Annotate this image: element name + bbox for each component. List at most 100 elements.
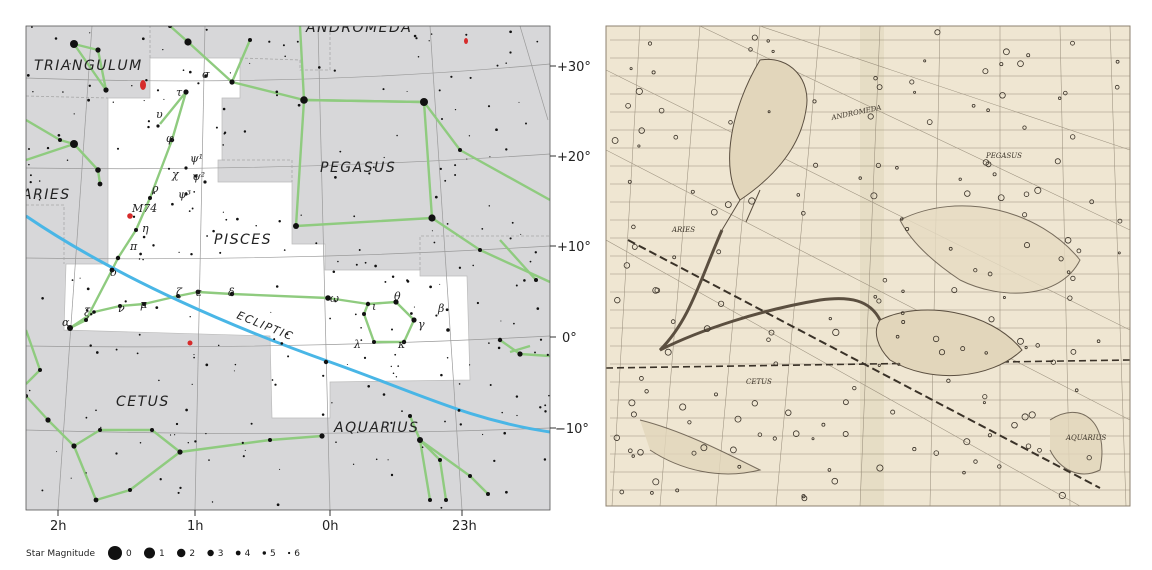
faint-star (454, 174, 457, 176)
star (109, 267, 115, 273)
legend-magnitude-dot (108, 546, 122, 560)
star (67, 325, 73, 331)
faint-star (116, 147, 120, 150)
engraved-star (973, 459, 978, 464)
faint-star (162, 48, 164, 51)
engraved-star (792, 430, 800, 437)
faint-star (28, 148, 30, 150)
star (134, 228, 138, 232)
faint-star (155, 306, 159, 309)
faint-star (368, 172, 371, 175)
engraved-star (901, 320, 906, 324)
faint-star (458, 383, 461, 385)
faint-star (539, 338, 543, 341)
faint-star (28, 389, 31, 392)
faint-star (29, 174, 32, 177)
engraved-star (873, 76, 878, 81)
label-omicron: ο (110, 266, 117, 279)
ngc-galaxy-marker (464, 38, 468, 44)
star-designations: σ τ υ φ ψ¹ χ ψ² ψ³ ρ η π ο ζ ε δ ω ι θ γ… (62, 68, 444, 351)
engraved-star (730, 446, 737, 454)
faint-star (337, 260, 339, 263)
star (517, 351, 523, 357)
legend-magnitude-label: 3 (218, 549, 224, 559)
engraved-star (876, 84, 883, 91)
faint-star (89, 344, 92, 347)
faint-star (505, 62, 507, 64)
faint-star (270, 311, 272, 313)
engraved-star (690, 189, 695, 194)
faint-star (509, 237, 512, 240)
faint-star (159, 478, 162, 481)
star (229, 79, 235, 85)
engraved-star (987, 271, 993, 277)
faint-star (445, 308, 449, 312)
label-psi1: ψ¹ (190, 152, 203, 165)
faint-star (322, 374, 325, 377)
engraved-star (982, 68, 989, 75)
faint-star (387, 459, 389, 461)
label-beta: β (437, 302, 444, 315)
legend-magnitude-dot (207, 549, 214, 557)
ra-label-0h: 0h (322, 519, 339, 534)
label-omega: ω (330, 292, 339, 305)
star (323, 359, 329, 365)
engraved-star (652, 287, 659, 294)
ngc-marker (187, 340, 193, 346)
faint-star (329, 317, 331, 320)
faint-star (187, 441, 190, 444)
faint-star (217, 344, 220, 347)
faint-star (85, 416, 88, 419)
faint-star (413, 306, 415, 308)
engraved-star (831, 477, 839, 485)
faint-star (139, 442, 142, 444)
faint-star (500, 320, 502, 322)
faint-star (241, 441, 244, 444)
star (38, 368, 42, 372)
label-iota: ι (372, 300, 376, 313)
engraved-star (997, 194, 1005, 202)
faint-star (352, 463, 355, 465)
engraved-star (714, 392, 718, 397)
faint-star (250, 422, 253, 425)
faint-star (169, 434, 172, 436)
faint-star (112, 101, 114, 103)
engraved-star (766, 337, 771, 342)
label-triangulum: TRIANGULUM (34, 58, 143, 74)
faint-star (89, 32, 91, 34)
faint-star (268, 40, 271, 43)
faint-star (163, 98, 165, 100)
star (458, 148, 462, 152)
faint-star (222, 107, 226, 111)
faint-star (332, 270, 336, 274)
engraved-star (1037, 447, 1042, 453)
engraved-star (1114, 84, 1120, 90)
engraved-star (631, 243, 638, 250)
dec-label-plus30: +30° (557, 60, 591, 75)
legend-magnitude-label: 2 (189, 549, 195, 559)
label-andromeda: ANDROMEDA (305, 20, 412, 36)
legend-magnitude-dot (262, 551, 266, 555)
faint-star (276, 503, 280, 507)
engraved-star (812, 99, 817, 104)
faint-star (136, 352, 139, 355)
engraved-star (637, 449, 644, 456)
faint-star (69, 63, 71, 65)
dec-label-zero: 0° (562, 331, 577, 346)
faint-star (395, 376, 398, 378)
star (26, 394, 28, 398)
southern-fish-figure (875, 309, 1023, 377)
m74-galaxy-marker (127, 213, 133, 219)
faint-star (421, 446, 424, 449)
faint-star (147, 125, 150, 129)
engraved-star (734, 415, 742, 423)
faint-star (205, 432, 207, 435)
faint-star (87, 98, 90, 102)
faint-star (493, 459, 496, 463)
faint-star (497, 346, 501, 350)
engraved-star (748, 47, 753, 52)
engraved-figures (639, 58, 1103, 475)
faint-star (434, 195, 438, 199)
faint-star (548, 394, 550, 397)
